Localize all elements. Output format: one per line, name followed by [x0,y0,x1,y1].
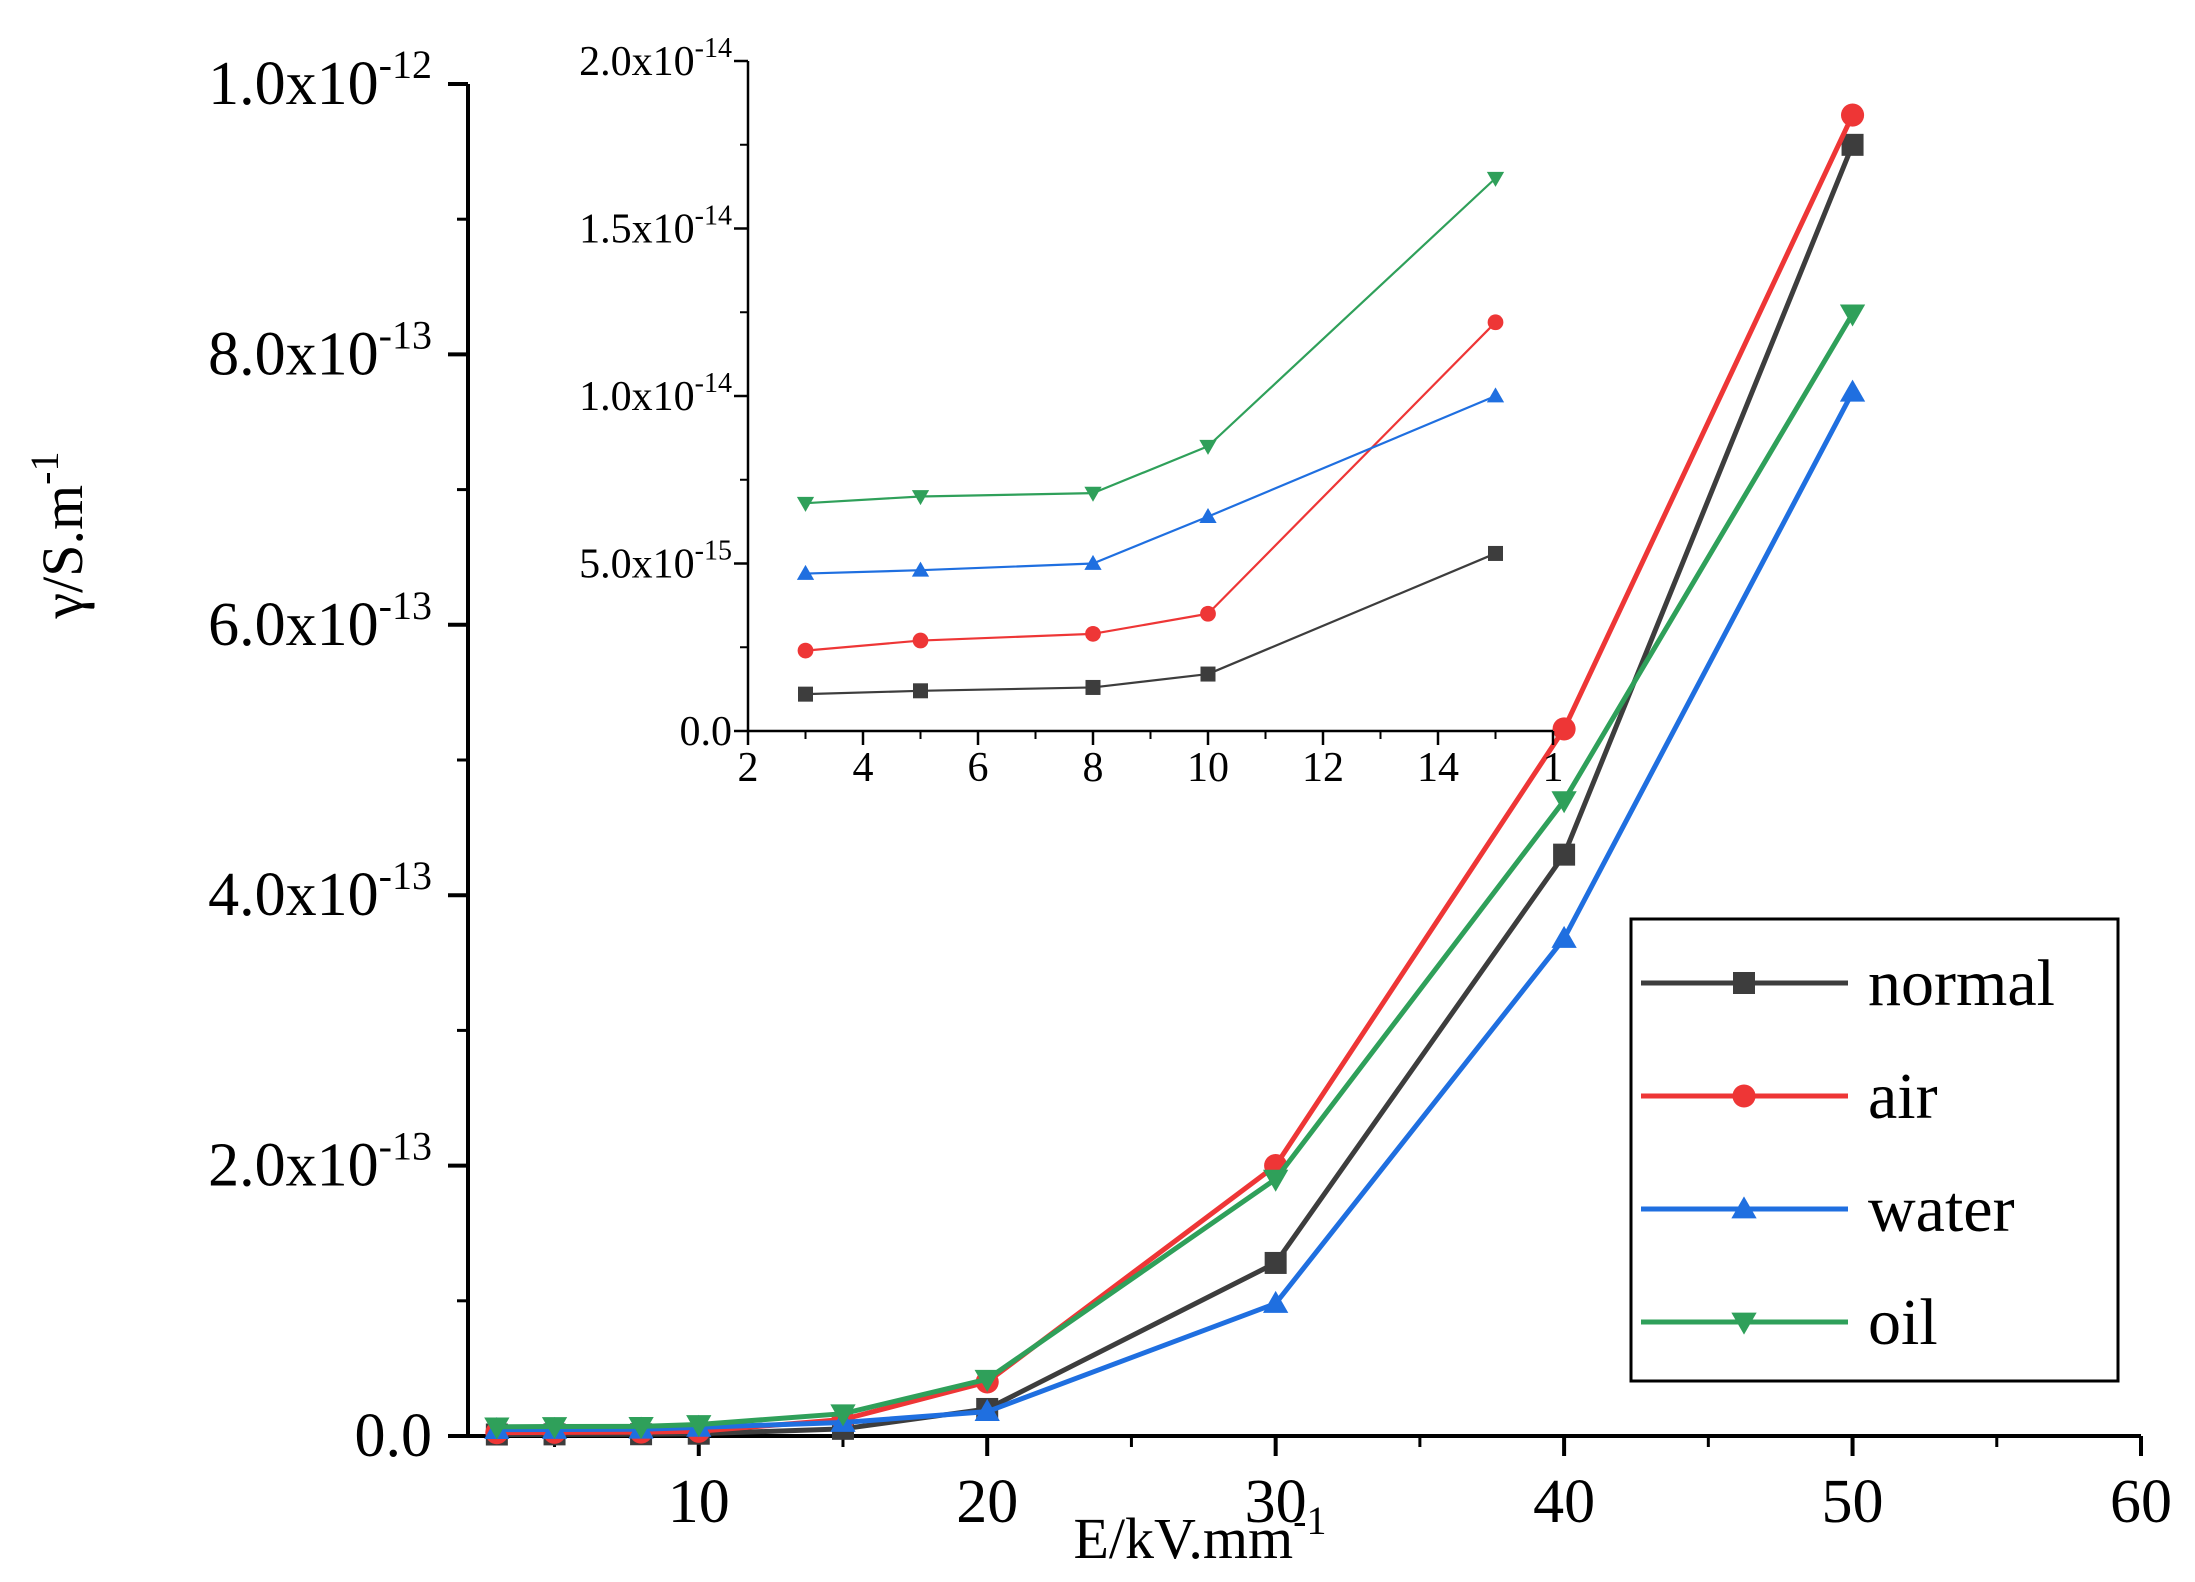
data-point-oil [830,1404,856,1427]
x-tick-label: 20 [956,1468,1018,1536]
inset-data-point-1 [912,632,929,649]
legend-label-normal: normal [1868,947,2055,1020]
data-point-air [1552,717,1576,741]
inset-y-tick-label: 1.0x10-14 [579,368,732,420]
inset-x-tick-label: 8 [1083,745,1104,791]
inset-x-tick-label: 4 [853,745,874,791]
y-tick-label: 8.0x10-13 [208,312,432,388]
data-point-normal [1264,1251,1287,1274]
legend-label-oil: oil [1868,1286,1938,1359]
data-point-water [974,1399,1000,1422]
inset-data-point-2 [1199,507,1217,523]
inset-data-point-0 [1488,545,1503,561]
inset-data-point-0 [1085,679,1101,695]
data-point-oil [1839,304,1866,327]
x-tick-label: 40 [1533,1468,1595,1536]
inset-data-point-0 [1200,666,1216,682]
inset-plot: 0.0 5.0x10-15 1.0x10-14 1.5x10-14 2.0x10-14 2… [579,33,1563,791]
y-tick-label: 6.0x10-13 [208,583,432,659]
inset-y-tick-label: 1.5x10-14 [579,201,732,253]
inset-data-point-2 [911,561,930,577]
inset-data-point-0 [913,683,928,699]
y-tick-label: 2.0x10-13 [208,1124,432,1200]
inset-y-tick-label: 0.0 [680,709,733,755]
inset-x-tick-label: 10 [1187,745,1229,791]
inset-series-line-2 [805,394,1496,575]
data-point-oil [541,1417,568,1440]
data-point-oil [628,1417,654,1440]
inset-data-point-2 [1084,554,1102,570]
inset-x-tick-label: 1 [1543,745,1564,791]
data-point-oil [686,1415,712,1438]
data-point-normal [1553,843,1576,866]
legend-label-air: air [1868,1060,1938,1133]
data-point-water [1839,379,1866,402]
data-point-oil [484,1417,510,1440]
inset-x-tick-label: 2 [738,745,759,791]
x-tick-label: 60 [2110,1468,2172,1536]
legend: normal air water oil [1629,917,2120,1383]
inset-x-tick-label: 14 [1417,745,1459,791]
inset-series-line-3 [805,177,1497,505]
legend-marker-water [1731,1196,1757,1219]
data-point-water [1263,1290,1289,1313]
inset-data-point-3 [1084,486,1102,502]
data-point-oil [1263,1169,1289,1192]
inset-data-point-3 [1486,171,1505,187]
inset-data-point-1 [1487,314,1504,331]
inset-x-tick-label: 6 [968,745,989,791]
inset-data-point-3 [796,496,815,512]
inset-data-point-1 [797,642,814,659]
data-point-oil [1551,791,1577,814]
inset-data-point-3 [1199,439,1217,455]
inset-x-tick-label: 12 [1302,745,1344,791]
inset-data-point-1 [1200,605,1216,622]
x-tick-label: 50 [1822,1468,1884,1536]
inset-data-point-2 [1486,387,1505,403]
legend-marker-oil [1731,1312,1757,1335]
inset-series-line-1 [805,321,1497,652]
x-axis-label: E/kV.mm-1 [1073,1498,1326,1571]
y-tick-label: 0.0 [355,1402,433,1470]
legend-label-water: water [1868,1173,2015,1246]
data-point-water [1551,925,1577,948]
y-tick-label: 4.0x10-13 [208,853,432,929]
inset-y-tick-label: 5.0x10-15 [579,536,732,588]
inset-data-point-1 [1085,625,1101,642]
legend-box [1629,917,2120,1383]
y-axis-label: γ/S.m-1 [22,452,95,620]
legend-marker-air [1732,1084,1756,1108]
inset-data-point-2 [796,564,815,580]
main-plot: 0.0 2.0x10-13 4.0x10-13 6.0x10-13 8.0x10-13 1… [22,42,2172,1571]
data-point-air [1841,103,1865,127]
legend-marker-normal [1733,972,1755,994]
data-point-normal [1841,133,1864,156]
y-tick-label: 1.0x10-12 [208,42,432,118]
x-tick-label: 10 [668,1468,730,1536]
x-tick-label: 30 [1245,1468,1307,1536]
data-point-oil [974,1369,1000,1392]
inset-data-point-3 [911,490,930,506]
inset-y-tick-label: 2.0x10-14 [579,33,732,85]
inset-data-point-0 [798,686,813,702]
